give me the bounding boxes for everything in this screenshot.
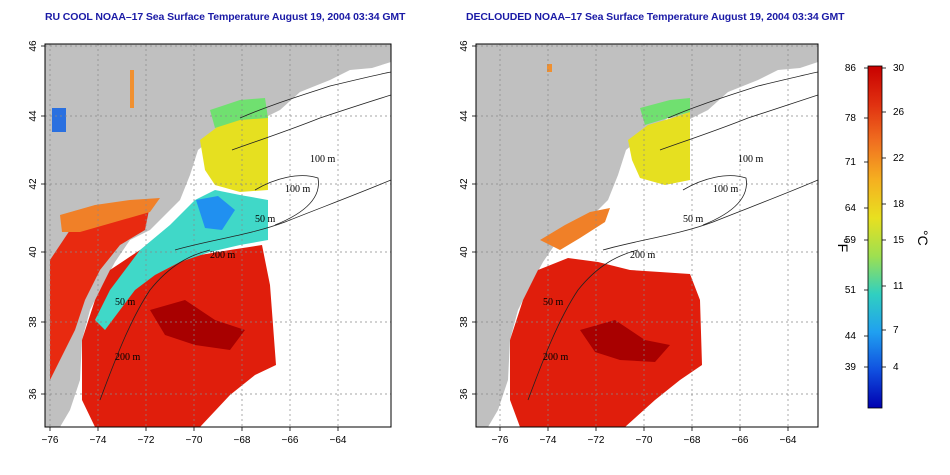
right-panel-title: DECLOUDED NOAA–17 Sea Surface Temperatur…: [466, 11, 845, 23]
sst-red-west: [50, 205, 150, 380]
land-mass: [476, 44, 818, 427]
x-tick-label: −66: [732, 435, 749, 446]
x-tick-label: −68: [684, 435, 701, 446]
isobath-100m-inner: [682, 175, 747, 226]
colorbar-f-tick: 39: [845, 362, 857, 373]
y-tick-label: 42: [28, 178, 39, 190]
left-panel-title: RU COOL NOAA–17 Sea Surface Temperature …: [45, 11, 406, 23]
contour-label-50m: 50 m: [543, 297, 564, 308]
y-tick-label: 38: [28, 316, 39, 328]
left-map-panel: 100 m 100 m 50 m 200 m 50 m 200 m: [44, 43, 392, 428]
land-mass: [45, 44, 391, 427]
y-tick-label: 46: [28, 40, 39, 52]
contour-label-50m: 50 m: [683, 214, 704, 225]
contour-label-200m: 200 m: [630, 250, 656, 261]
contour-label-100m: 100 m: [713, 184, 739, 195]
y-tick-label: 40: [28, 246, 39, 258]
y-tick-label: 36: [459, 388, 470, 400]
isobath-100m-inner: [254, 175, 319, 226]
colorbar-c-tick: 18: [893, 199, 905, 210]
colorbar-c-tick: 26: [893, 107, 905, 118]
colorbar-f-tick: 44: [845, 331, 857, 342]
y-tick-label: 44: [28, 110, 39, 122]
sst-orange: [60, 198, 160, 232]
contour-label-100m: 100 m: [310, 154, 336, 165]
y-tick-label: 38: [459, 316, 470, 328]
sst-yellow-gom: [200, 115, 268, 192]
x-tick-label: −76: [492, 435, 509, 446]
x-tick-label: −64: [330, 435, 347, 446]
isobath-100m: [659, 94, 818, 151]
colorbar-f-tick: 51: [845, 285, 857, 296]
contour-label-100m: 100 m: [285, 184, 311, 195]
isobath-200m: [602, 179, 818, 251]
x-tick-label: −66: [282, 435, 299, 446]
sst-blue-streak: [196, 196, 235, 230]
x-tick-label: −72: [138, 435, 155, 446]
y-tick-label: 42: [459, 178, 470, 190]
colorbar-c-tick: 4: [893, 362, 899, 373]
sst-yellow-gom: [628, 112, 690, 185]
isobath-shelf: [99, 249, 211, 401]
colorbar-f-tick: 71: [845, 157, 857, 168]
y-tick-label: 40: [459, 246, 470, 258]
x-tick-label: −64: [780, 435, 797, 446]
x-tick-label: −72: [588, 435, 605, 446]
isobath-200m: [174, 179, 391, 251]
contour-label-200m: 200 m: [115, 352, 141, 363]
sst-blue-speck: [52, 108, 66, 132]
contour-label-50m: 50 m: [115, 297, 136, 308]
colorbar-gradient: [867, 65, 883, 409]
sst-green-edge: [210, 98, 268, 128]
colorbar-f-tick: 78: [845, 113, 857, 124]
colorbar-c-tick: 7: [893, 325, 899, 336]
x-tick-label: −70: [636, 435, 653, 446]
contour-label-100m: 100 m: [738, 154, 764, 165]
contour-label-50m: 50 m: [255, 214, 276, 225]
colorbar-c-tick: 30: [893, 63, 905, 74]
sst-dark-red: [580, 320, 670, 362]
sst-orange-speck: [547, 64, 552, 72]
sst-orange: [540, 208, 610, 250]
contour-label-200m: 200 m: [543, 352, 569, 363]
colorbar-f-tick: 64: [845, 203, 857, 214]
isobath-shelf: [527, 249, 639, 401]
y-tick-label: 44: [459, 110, 470, 122]
isobath-50m: [239, 71, 391, 119]
sst-dark-red: [150, 300, 245, 350]
colorbar-c-tick: 11: [893, 281, 904, 292]
isobath-100m: [231, 94, 391, 151]
colorbar: 86 78 71 64 59 51 44 39 30 26 22 18 15 11 7 4 °F °C: [835, 63, 931, 409]
x-tick-label: −76: [42, 435, 59, 446]
x-tick-label: −74: [540, 435, 557, 446]
axis-ticks: −76 −74 −72 −70 −68 −66 −64 36 38 40 42 44 46 −76 −74 −…: [28, 40, 797, 446]
x-tick-label: −70: [186, 435, 203, 446]
right-map-panel: 100 m 100 m 50 m 200 m 50 m 200 m: [475, 43, 819, 428]
x-tick-label: −74: [90, 435, 107, 446]
contour-label-200m: 200 m: [210, 250, 236, 261]
sst-orange-speck: [130, 70, 134, 108]
fahrenheit-label: °F: [835, 238, 851, 252]
colorbar-c-tick: 15: [893, 235, 905, 246]
y-tick-label: 46: [459, 40, 470, 52]
colorbar-c-tick: 22: [893, 153, 905, 164]
y-tick-label: 36: [28, 388, 39, 400]
x-tick-label: −68: [234, 435, 251, 446]
colorbar-f-tick: 59: [845, 235, 857, 246]
sst-green-edge: [640, 98, 690, 125]
isobath-50m: [667, 71, 818, 119]
colorbar-f-tick: 86: [845, 63, 857, 74]
celsius-label: °C: [915, 230, 931, 246]
